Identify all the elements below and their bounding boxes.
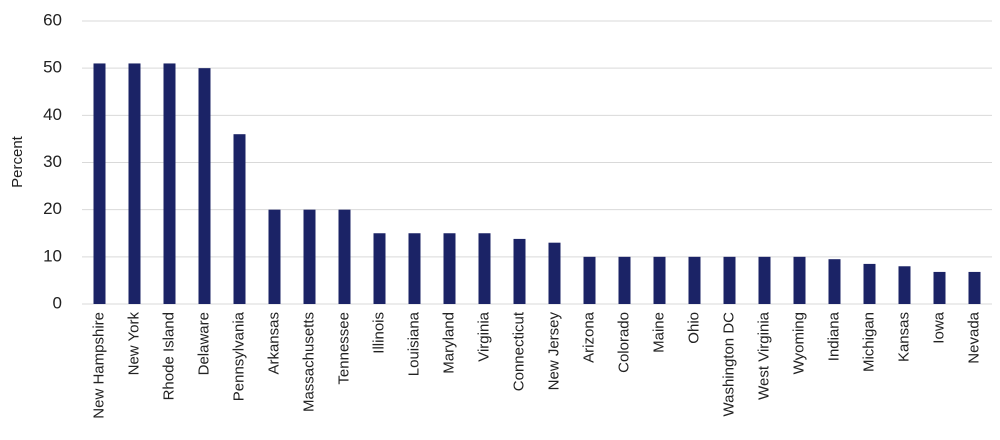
y-tick-label: 50 [43,58,62,77]
x-tick-label: Tennessee [335,312,352,385]
y-tick-label: 60 [43,10,62,29]
bar [513,238,526,304]
x-tick-label: New Jersey [545,312,562,391]
x-tick-label: Michigan [860,312,877,372]
x-tick-label: Arkansas [265,312,282,375]
bar [268,209,281,304]
x-tick-label: Colorado [615,312,632,373]
x-tick-label: Rhode Island [160,312,177,400]
x-tick-label: West Virginia [755,311,772,399]
bar [478,233,491,304]
bar [618,256,631,304]
x-tick-label: New Hampshire [90,312,107,419]
x-tick-label: Connecticut [510,311,527,391]
bar [128,63,141,305]
bar [723,256,736,304]
x-tick-label: Virginia [475,311,492,361]
bar [408,233,421,304]
y-tick-label: 0 [53,293,62,312]
bar [653,256,666,304]
y-tick-label: 30 [43,152,62,171]
bar [548,242,561,304]
x-tick-label: Nevada [965,311,982,363]
bar [373,233,386,304]
x-tick-label: Maine [650,312,667,353]
bar [758,256,771,304]
bar [583,256,596,304]
bar [443,233,456,304]
x-tick-label: New York [125,312,142,376]
bar [898,266,911,304]
bar [968,271,981,304]
bar [338,209,351,304]
bar [933,271,946,304]
bar [233,134,246,304]
bar [793,256,806,304]
bar [828,259,841,304]
bar [93,63,106,305]
y-tick-label: 10 [43,246,62,265]
x-tick-label: Illinois [370,312,387,354]
bar [198,68,211,305]
x-tick-label: Massachusetts [300,312,317,412]
x-tick-label: Indiana [825,311,842,361]
x-tick-label: Wyoming [790,312,807,374]
y-tick-label: 40 [43,105,62,124]
x-tick-label: Washington DC [720,312,737,417]
bar [688,256,701,304]
x-tick-label: Louisiana [405,311,422,376]
x-tick-label: Ohio [685,312,702,344]
bar [863,263,876,304]
x-tick-label: Maryland [440,312,457,374]
x-tick-label: Iowa [930,311,947,343]
bar [163,63,176,305]
x-tick-label: Delaware [195,312,212,375]
bar [303,209,316,304]
x-tick-label: Arizona [580,311,597,363]
y-tick-label: 20 [43,199,62,218]
y-axis-label: Percent [9,135,26,188]
x-tick-label: Kansas [895,312,912,362]
x-tick-label: Pennsylvania [230,311,247,401]
